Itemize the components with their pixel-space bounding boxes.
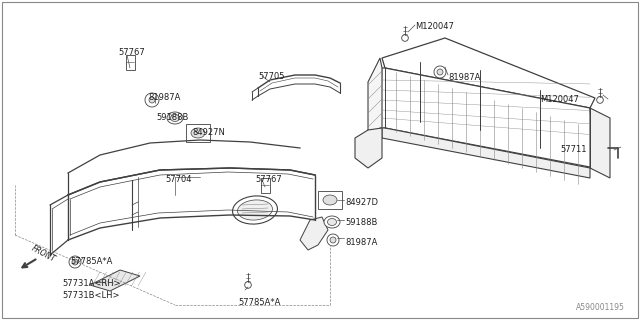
Text: FRONT: FRONT <box>30 244 57 264</box>
Text: A590001195: A590001195 <box>576 303 625 312</box>
Circle shape <box>72 259 78 265</box>
Bar <box>261 178 270 193</box>
Polygon shape <box>300 217 328 250</box>
Bar <box>186 124 210 142</box>
Text: 57767: 57767 <box>118 48 145 57</box>
Polygon shape <box>368 58 382 142</box>
Bar <box>318 191 342 209</box>
Text: 59188B: 59188B <box>345 218 378 227</box>
Text: M120047: M120047 <box>540 95 579 104</box>
Text: 57785A*A: 57785A*A <box>70 257 113 266</box>
Polygon shape <box>382 38 595 108</box>
Polygon shape <box>382 128 590 178</box>
Text: 57767: 57767 <box>255 175 282 184</box>
Circle shape <box>145 93 159 107</box>
Polygon shape <box>590 108 610 178</box>
Text: 81987A: 81987A <box>345 238 378 247</box>
Bar <box>126 55 135 70</box>
Ellipse shape <box>191 128 205 138</box>
Text: 81987A: 81987A <box>448 73 481 82</box>
Text: 57785A*A: 57785A*A <box>238 298 280 307</box>
Circle shape <box>434 66 446 78</box>
Ellipse shape <box>167 112 183 124</box>
Polygon shape <box>90 270 140 291</box>
Circle shape <box>244 282 252 288</box>
Text: 57705: 57705 <box>258 72 285 81</box>
Text: 84927D: 84927D <box>345 198 378 207</box>
Ellipse shape <box>328 219 337 226</box>
Text: 57731A<RH>: 57731A<RH> <box>62 279 120 288</box>
Text: 57711: 57711 <box>560 145 586 154</box>
Text: 57731B<LH>: 57731B<LH> <box>62 291 120 300</box>
Circle shape <box>402 35 408 41</box>
Ellipse shape <box>237 200 273 220</box>
Text: 81987A: 81987A <box>148 93 180 102</box>
Text: 84927N: 84927N <box>192 128 225 137</box>
Polygon shape <box>380 68 595 168</box>
Circle shape <box>327 234 339 246</box>
Circle shape <box>437 69 443 75</box>
Ellipse shape <box>324 216 340 228</box>
Text: M120047: M120047 <box>415 22 454 31</box>
Ellipse shape <box>323 195 337 205</box>
Circle shape <box>149 97 155 103</box>
Ellipse shape <box>232 196 278 224</box>
Circle shape <box>596 97 604 103</box>
Ellipse shape <box>170 115 179 122</box>
Text: 59188B: 59188B <box>156 113 188 122</box>
Polygon shape <box>355 128 382 168</box>
Text: 57704: 57704 <box>165 175 191 184</box>
Circle shape <box>330 237 336 243</box>
Circle shape <box>69 256 81 268</box>
